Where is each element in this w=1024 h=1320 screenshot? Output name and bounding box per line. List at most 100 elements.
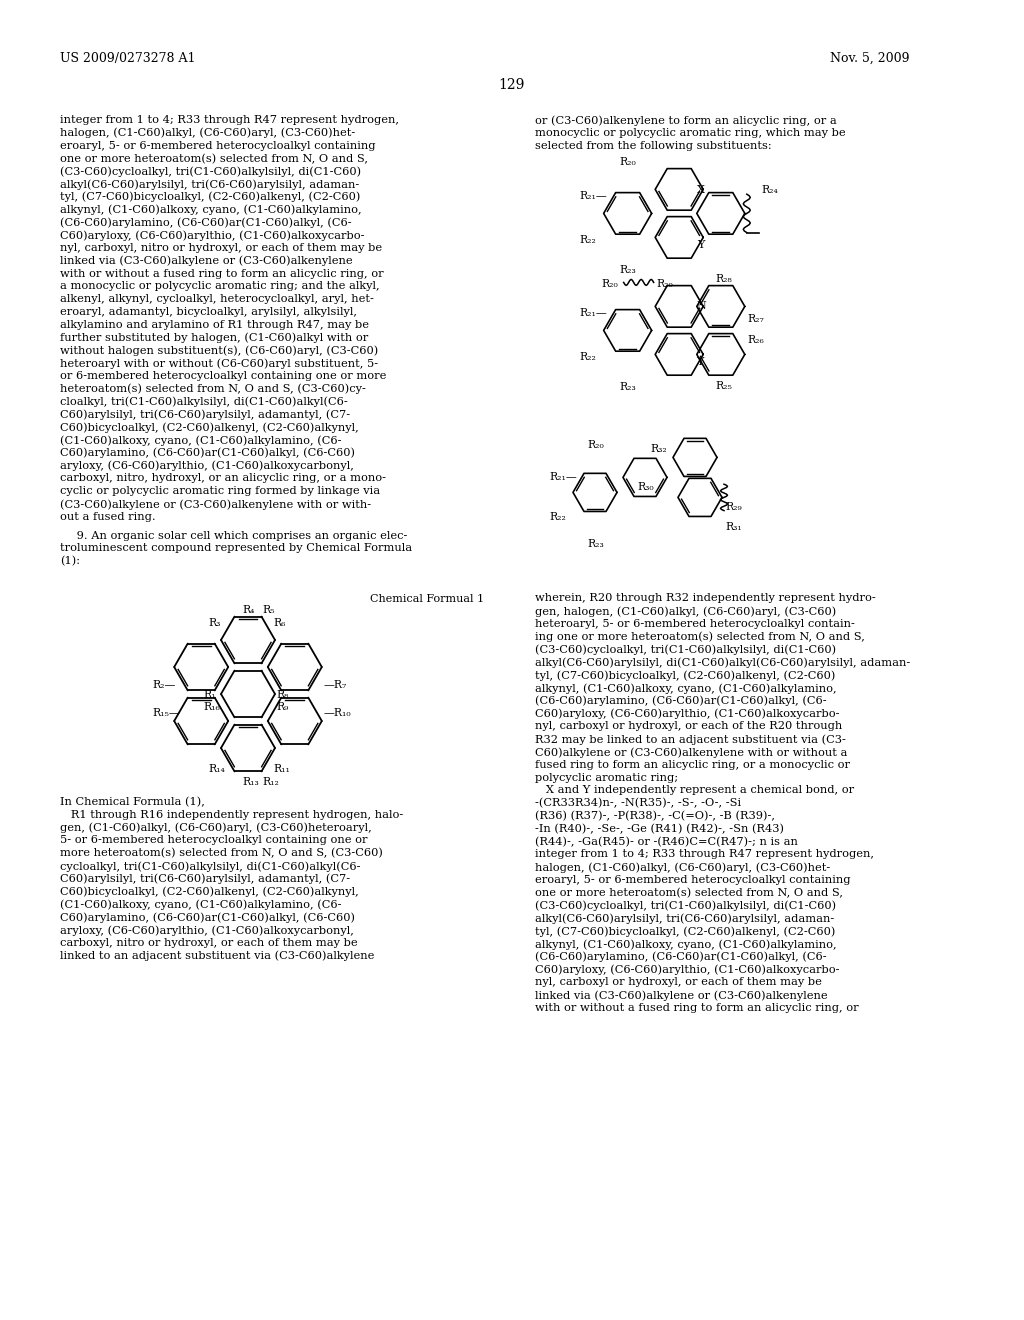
Text: integer from 1 to 4; R33 through R47 represent hydrogen,: integer from 1 to 4; R33 through R47 rep… xyxy=(60,115,399,125)
Text: halogen, (C1-C60)alkyl, (C6-C60)aryl, (C3-C60)het-: halogen, (C1-C60)alkyl, (C6-C60)aryl, (C… xyxy=(60,128,355,139)
Text: alkyl(C6-C60)arylsilyl, tri(C6-C60)arylsilyl, adaman-: alkyl(C6-C60)arylsilyl, tri(C6-C60)aryls… xyxy=(60,180,359,190)
Text: R₂₀: R₂₀ xyxy=(602,280,618,289)
Text: carboxyl, nitro, hydroxyl, or an alicyclic ring, or a mono-: carboxyl, nitro, hydroxyl, or an alicycl… xyxy=(60,474,386,483)
Text: R₂₃: R₂₃ xyxy=(620,265,636,276)
Text: R₂₂: R₂₂ xyxy=(580,235,597,246)
Text: R₁₂: R₁₂ xyxy=(262,777,279,787)
Text: C60)aryloxy, (C6-C60)arylthio, (C1-C60)alkoxycarbо-: C60)aryloxy, (C6-C60)arylthio, (C1-C60)a… xyxy=(60,230,365,240)
Text: -In (R40)-, -Se-, -Ge (R41) (R42)-, -Sn (R43): -In (R40)-, -Se-, -Ge (R41) (R42)-, -Sn … xyxy=(535,824,784,834)
Text: (C3-C60)cycloalkyl, tri(C1-C60)alkylsilyl, di(C1-C60): (C3-C60)cycloalkyl, tri(C1-C60)alkylsily… xyxy=(535,900,837,911)
Text: nyl, carboxyl or hydroxyl, or each of them may be: nyl, carboxyl or hydroxyl, or each of th… xyxy=(535,977,822,987)
Text: R1 through R16 independently represent hydrogen, halo-: R1 through R16 independently represent h… xyxy=(60,809,403,820)
Text: C60)arylsilyl, tri(C6-C60)arylsilyl, adamantyl, (C7-: C60)arylsilyl, tri(C6-C60)arylsilyl, ada… xyxy=(60,874,350,884)
Text: R₈: R₈ xyxy=(276,690,289,700)
Text: X: X xyxy=(697,185,705,195)
Text: cloalkyl, tri(C1-C60)alkylsilyl, di(C1-C60)alkyl(C6-: cloalkyl, tri(C1-C60)alkylsilyl, di(C1-C… xyxy=(60,396,348,407)
Text: without halogen substituent(s), (C6-C60)aryl, (C3-C60): without halogen substituent(s), (C6-C60)… xyxy=(60,346,378,356)
Text: R₄: R₄ xyxy=(242,605,254,615)
Text: R₂₈: R₂₈ xyxy=(716,275,732,284)
Text: alkyl(C6-C60)arylsilyl, tri(C6-C60)arylsilyl, adaman-: alkyl(C6-C60)arylsilyl, tri(C6-C60)aryls… xyxy=(535,913,835,924)
Text: C60)aryloxy, (C6-C60)arylthio, (C1-C60)alkoxycarbo-: C60)aryloxy, (C6-C60)arylthio, (C1-C60)a… xyxy=(535,965,840,975)
Text: monocyclic or polycyclic aromatic ring, which may be: monocyclic or polycyclic aromatic ring, … xyxy=(535,128,846,137)
Text: out a fused ring.: out a fused ring. xyxy=(60,512,156,521)
Text: (C6-C60)arylamino, (C6-C60)ar(C1-C60)alkyl, (C6-: (C6-C60)arylamino, (C6-C60)ar(C1-C60)alk… xyxy=(535,696,826,706)
Text: C60)arylamino, (C6-C60)ar(C1-C60)alkyl, (C6-C60): C60)arylamino, (C6-C60)ar(C1-C60)alkyl, … xyxy=(60,447,355,458)
Text: (C6-C60)arylamino, (C6-C60)ar(C1-C60)alkyl, (C6-: (C6-C60)arylamino, (C6-C60)ar(C1-C60)alk… xyxy=(535,952,826,962)
Text: tyl, (C7-C60)bicycloalkyl, (C2-C60)alkenyl, (C2-C60): tyl, (C7-C60)bicycloalkyl, (C2-C60)alken… xyxy=(535,927,836,937)
Text: R₅: R₅ xyxy=(262,605,274,615)
Text: more heteroatom(s) selected from N, O and S, (C3-C60): more heteroatom(s) selected from N, O an… xyxy=(60,849,383,858)
Text: R₁₅—: R₁₅— xyxy=(153,708,180,718)
Text: -(CR33R34)n-, -N(R35)-, -S-, -O-, -Si: -(CR33R34)n-, -N(R35)-, -S-, -O-, -Si xyxy=(535,799,741,809)
Text: (C3-C60)cycloalkyl, tri(C1-C60)alkylsilyl, di(C1-C60): (C3-C60)cycloalkyl, tri(C1-C60)alkylsily… xyxy=(60,166,361,177)
Text: alkyl(C6-C60)arylsilyl, di(C1-C60)alkyl(C6-C60)arylsilyl, adaman-: alkyl(C6-C60)arylsilyl, di(C1-C60)alkyl(… xyxy=(535,657,910,668)
Text: linked to an adjacent substituent via (C3-C60)alkylene: linked to an adjacent substituent via (C… xyxy=(60,950,375,961)
Text: —R₁₀: —R₁₀ xyxy=(324,708,351,718)
Text: R₂—: R₂— xyxy=(153,681,175,690)
Text: or (C3-C60)alkenylene to form an alicyclic ring, or a: or (C3-C60)alkenylene to form an alicycl… xyxy=(535,115,837,125)
Text: R₂₆: R₂₆ xyxy=(748,335,765,346)
Text: C60)bicycloalkyl, (C2-C60)alkenyl, (C2-C60)alkynyl,: C60)bicycloalkyl, (C2-C60)alkenyl, (C2-C… xyxy=(60,422,358,433)
Text: 129: 129 xyxy=(499,78,525,92)
Text: R₂₄: R₂₄ xyxy=(762,185,778,195)
Text: R₁₁: R₁₁ xyxy=(273,763,290,774)
Text: R₃: R₃ xyxy=(209,619,221,628)
Text: 9. An organic solar cell which comprises an organic elec-: 9. An organic solar cell which comprises… xyxy=(60,531,408,541)
Text: R₂₂: R₂₂ xyxy=(549,512,566,523)
Text: C60)aryloxy, (C6-C60)arylthio, (C1-C60)alkoxycarbo-: C60)aryloxy, (C6-C60)arylthio, (C1-C60)a… xyxy=(535,709,840,719)
Text: (C6-C60)arylamino, (C6-C60)ar(C1-C60)alkyl, (C6-: (C6-C60)arylamino, (C6-C60)ar(C1-C60)alk… xyxy=(60,218,351,228)
Text: cycloalkyl, tri(C1-C60)alkylsilyl, di(C1-C60)alkyl(C6-: cycloalkyl, tri(C1-C60)alkylsilyl, di(C1… xyxy=(60,861,360,871)
Text: with or without a fused ring to form an alicyclic ring, or: with or without a fused ring to form an … xyxy=(535,1003,859,1012)
Text: R₂₅: R₂₅ xyxy=(716,381,732,392)
Text: eroaryl, 5- or 6-membered heterocycloalkyl containing: eroaryl, 5- or 6-membered heterocycloalk… xyxy=(60,141,376,150)
Text: eroaryl, adamantyl, bicycloalkyl, arylsilyl, alkylsilyl,: eroaryl, adamantyl, bicycloalkyl, arylsi… xyxy=(60,308,357,317)
Text: R₆: R₆ xyxy=(273,619,286,628)
Text: X and Y independently represent a chemical bond, or: X and Y independently represent a chemic… xyxy=(535,785,854,796)
Text: (R36) (R37)-, -P(R38)-, -C(=O)-, -B (R39)-,: (R36) (R37)-, -P(R38)-, -C(=O)-, -B (R39… xyxy=(535,810,775,821)
Text: R₁: R₁ xyxy=(203,690,216,700)
Text: R₂₀: R₂₀ xyxy=(587,441,604,450)
Text: Nov. 5, 2009: Nov. 5, 2009 xyxy=(830,51,909,65)
Text: R₂₀: R₂₀ xyxy=(620,157,636,168)
Text: nyl, carboxyl or hydroxyl, or each of the R20 through: nyl, carboxyl or hydroxyl, or each of th… xyxy=(535,722,843,731)
Text: cyclic or polycyclic aromatic ring formed by linkage via: cyclic or polycyclic aromatic ring forme… xyxy=(60,486,380,496)
Text: halogen, (C1-C60)alkyl, (C6-C60)aryl, (C3-C60)het-: halogen, (C1-C60)alkyl, (C6-C60)aryl, (C… xyxy=(535,862,830,873)
Text: aryloxy, (C6-C60)arylthio, (C1-C60)alkoxycarbonyl,: aryloxy, (C6-C60)arylthio, (C1-C60)alkox… xyxy=(60,925,354,936)
Text: R₂₁—: R₂₁— xyxy=(580,309,607,318)
Text: selected from the following substituents:: selected from the following substituents… xyxy=(535,141,772,150)
Text: R₂₉: R₂₉ xyxy=(725,503,741,512)
Text: US 2009/0273278 A1: US 2009/0273278 A1 xyxy=(60,51,196,65)
Text: nyl, carboxyl, nitro or hydroxyl, or each of them may be: nyl, carboxyl, nitro or hydroxyl, or eac… xyxy=(60,243,382,253)
Text: with or without a fused ring to form an alicyclic ring, or: with or without a fused ring to form an … xyxy=(60,268,384,279)
Text: C60)arylamino, (C6-C60)ar(C1-C60)alkyl, (C6-C60): C60)arylamino, (C6-C60)ar(C1-C60)alkyl, … xyxy=(60,912,355,923)
Text: alkynyl, (C1-C60)alkoxy, cyano, (C1-C60)alkylamino,: alkynyl, (C1-C60)alkoxy, cyano, (C1-C60)… xyxy=(60,205,361,215)
Text: aryloxy, (C6-C60)arylthio, (C1-C60)alkoxycarbonyl,: aryloxy, (C6-C60)arylthio, (C1-C60)alkox… xyxy=(60,461,354,471)
Text: (C3-C60)cycloalkyl, tri(C1-C60)alkylsilyl, di(C1-C60): (C3-C60)cycloalkyl, tri(C1-C60)alkylsily… xyxy=(535,644,837,655)
Text: C60)alkylene or (C3-C60)alkenylene with or without a: C60)alkylene or (C3-C60)alkenylene with … xyxy=(535,747,848,758)
Text: troluminescent compound represented by Chemical Formula: troluminescent compound represented by C… xyxy=(60,544,412,553)
Text: R₂₀: R₂₀ xyxy=(656,280,674,289)
Text: alkylamino and arylamino of R1 through R47, may be: alkylamino and arylamino of R1 through R… xyxy=(60,319,369,330)
Text: R₁₄: R₁₄ xyxy=(209,763,225,774)
Text: alkynyl, (C1-C60)alkoxy, cyano, (C1-C60)alkylamino,: alkynyl, (C1-C60)alkoxy, cyano, (C1-C60)… xyxy=(535,682,837,693)
Text: (C1-C60)alkoxy, cyano, (C1-C60)alkylamino, (C6-: (C1-C60)alkoxy, cyano, (C1-C60)alkylamin… xyxy=(60,899,341,909)
Text: R₉: R₉ xyxy=(276,702,289,711)
Text: alkynyl, (C1-C60)alkoxy, cyano, (C1-C60)alkylamino,: alkynyl, (C1-C60)alkoxy, cyano, (C1-C60)… xyxy=(535,939,837,949)
Text: fused ring to form an alicyclic ring, or a monocyclic or: fused ring to form an alicyclic ring, or… xyxy=(535,760,850,770)
Text: R₂₁—: R₂₁— xyxy=(580,191,607,202)
Text: integer from 1 to 4; R33 through R47 represent hydrogen,: integer from 1 to 4; R33 through R47 rep… xyxy=(535,849,874,859)
Text: further substituted by halogen, (C1-C60)alkyl with or: further substituted by halogen, (C1-C60)… xyxy=(60,333,369,343)
Text: linked via (C3-C60)alkylene or (C3-C60)alkenylene: linked via (C3-C60)alkylene or (C3-C60)a… xyxy=(60,256,352,267)
Text: linked via (C3-C60)alkylene or (C3-C60)alkenylene: linked via (C3-C60)alkylene or (C3-C60)a… xyxy=(535,990,827,1001)
Text: gen, (C1-C60)alkyl, (C6-C60)aryl, (C3-C60)heteroaryl,: gen, (C1-C60)alkyl, (C6-C60)aryl, (C3-C6… xyxy=(60,822,372,833)
Text: Y: Y xyxy=(696,358,703,367)
Text: (C3-C60)alkylene or (C3-C60)alkenylene with or with-: (C3-C60)alkylene or (C3-C60)alkenylene w… xyxy=(60,499,371,510)
Text: 5- or 6-membered heterocycloalkyl containing one or: 5- or 6-membered heterocycloalkyl contai… xyxy=(60,836,368,845)
Text: (R44)-, -Ga(R45)- or -(R46)C=C(R47)-; n is an: (R44)-, -Ga(R45)- or -(R46)C=C(R47)-; n … xyxy=(535,837,798,847)
Text: carboxyl, nitro or hydroxyl, or each of them may be: carboxyl, nitro or hydroxyl, or each of … xyxy=(60,937,357,948)
Text: N: N xyxy=(696,301,706,312)
Text: C60)bicycloalkyl, (C2-C60)alkenyl, (C2-C60)alkynyl,: C60)bicycloalkyl, (C2-C60)alkenyl, (C2-C… xyxy=(60,887,358,898)
Text: R₃₂: R₃₂ xyxy=(650,445,667,454)
Text: or 6-membered heterocycloalkyl containing one or more: or 6-membered heterocycloalkyl containin… xyxy=(60,371,386,381)
Text: R₁₃: R₁₃ xyxy=(242,777,259,787)
